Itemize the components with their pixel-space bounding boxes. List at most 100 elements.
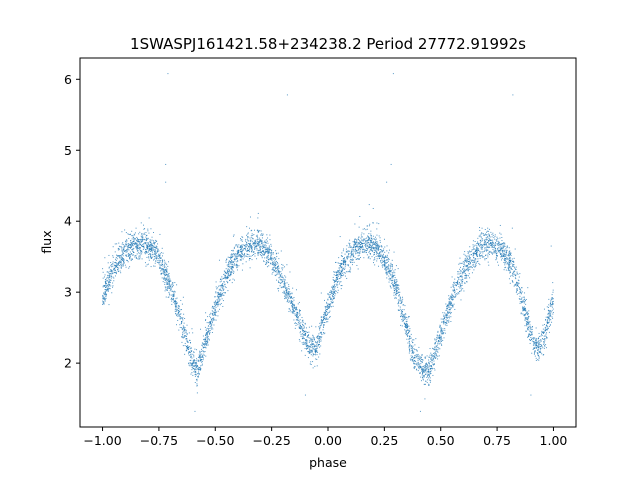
data-point	[393, 290, 395, 292]
data-point	[259, 244, 261, 246]
data-point	[452, 289, 454, 291]
data-point	[547, 328, 549, 330]
data-point	[389, 279, 391, 281]
data-point	[370, 233, 372, 235]
data-point	[204, 337, 206, 339]
data-point	[440, 330, 442, 332]
data-point	[103, 295, 105, 297]
data-point	[178, 305, 180, 307]
data-point	[181, 309, 183, 311]
data-point	[240, 250, 242, 252]
data-point	[195, 360, 197, 362]
data-point	[421, 370, 423, 372]
data-point	[272, 261, 274, 263]
data-point	[215, 315, 217, 317]
data-point	[451, 294, 453, 296]
data-point	[233, 234, 235, 236]
data-point	[332, 288, 334, 290]
data-point	[361, 239, 363, 241]
data-point	[330, 291, 332, 293]
data-point	[108, 267, 110, 269]
data-point	[521, 291, 523, 293]
data-point	[230, 267, 232, 269]
data-point	[221, 284, 223, 286]
data-point	[397, 284, 399, 286]
data-point	[449, 299, 451, 301]
data-point	[291, 305, 293, 307]
data-point	[397, 268, 399, 270]
data-point	[272, 267, 274, 269]
data-point	[181, 320, 183, 322]
data-point	[340, 262, 342, 264]
data-point	[412, 351, 414, 353]
data-point	[271, 251, 273, 253]
data-point	[259, 250, 261, 252]
data-point	[323, 315, 325, 317]
data-point	[257, 244, 259, 246]
data-point	[408, 330, 410, 332]
data-point	[244, 248, 246, 250]
data-point	[372, 248, 374, 250]
data-point	[545, 344, 547, 346]
data-point	[392, 277, 394, 279]
data-point	[155, 255, 157, 257]
data-point	[104, 285, 106, 286]
data-point	[534, 342, 536, 344]
data-point	[352, 252, 354, 254]
data-point	[516, 283, 518, 285]
data-point	[487, 254, 489, 256]
data-point	[240, 256, 242, 258]
data-point	[234, 279, 235, 281]
data-point	[112, 285, 114, 287]
data-point	[257, 229, 259, 231]
data-point	[405, 330, 407, 332]
data-point	[548, 315, 550, 317]
data-point	[400, 324, 402, 326]
data-point	[469, 263, 471, 265]
data-point	[112, 246, 114, 248]
data-point	[123, 244, 125, 246]
data-point	[499, 253, 501, 255]
data-point	[152, 254, 154, 256]
data-point	[130, 240, 132, 242]
data-point	[398, 295, 400, 297]
data-point	[529, 342, 531, 344]
data-point	[367, 242, 369, 244]
data-point	[512, 281, 514, 283]
data-point	[374, 264, 376, 266]
data-point	[201, 356, 203, 358]
data-point	[343, 261, 345, 263]
data-point	[319, 332, 321, 334]
data-point	[350, 259, 352, 261]
data-point	[471, 260, 473, 262]
data-point	[131, 258, 133, 260]
data-point	[277, 290, 279, 292]
data-point	[464, 258, 466, 260]
data-point	[408, 345, 410, 347]
data-point	[139, 256, 141, 258]
data-point	[391, 273, 393, 275]
data-point	[485, 243, 487, 245]
data-point	[469, 268, 471, 270]
data-point	[241, 246, 243, 248]
data-point	[473, 260, 475, 262]
data-point	[268, 247, 270, 249]
data-point	[441, 329, 443, 331]
data-point	[159, 266, 161, 268]
data-point	[550, 314, 552, 316]
data-point	[460, 285, 462, 287]
data-point	[378, 246, 380, 248]
data-point	[426, 367, 428, 369]
data-point	[310, 337, 312, 339]
data-point	[403, 318, 405, 320]
data-point	[526, 317, 528, 319]
data-point	[379, 237, 381, 239]
data-point	[368, 244, 370, 246]
data-point	[405, 329, 407, 331]
data-point	[310, 351, 312, 353]
data-point	[167, 274, 169, 276]
data-point	[197, 372, 199, 374]
data-point	[231, 259, 233, 261]
data-point	[131, 243, 133, 245]
data-point	[447, 311, 449, 313]
